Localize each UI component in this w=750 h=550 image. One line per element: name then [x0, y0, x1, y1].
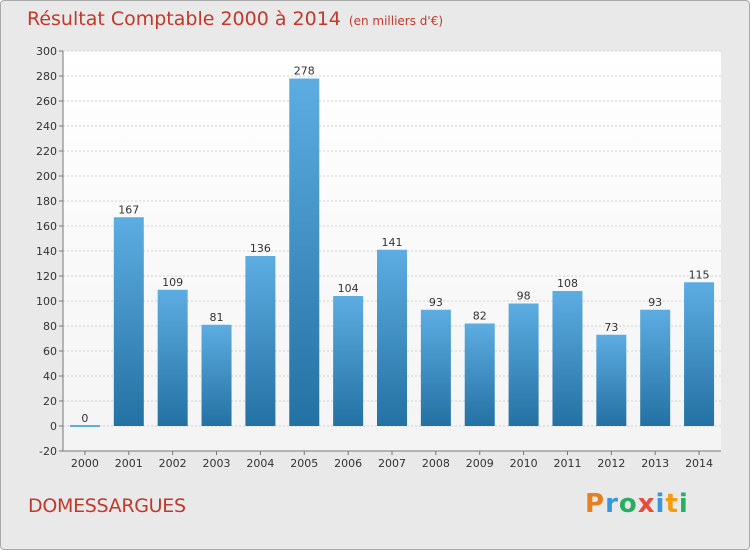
bar-value-label: 136	[250, 242, 271, 255]
chart-title: Résultat Comptable 2000 à 2014 (en millie…	[27, 8, 443, 30]
y-tick-label: 220	[36, 145, 57, 158]
y-tick-label: 160	[36, 220, 57, 233]
y-tick-label: 40	[43, 370, 57, 383]
bar	[552, 291, 583, 426]
chart-subtitle: (en milliers d'€)	[348, 14, 444, 28]
x-tick-label: 2010	[510, 457, 538, 470]
bar	[684, 282, 715, 426]
x-tick-label: 2001	[115, 457, 143, 470]
bar	[333, 296, 364, 426]
bar-value-label: 115	[689, 268, 710, 281]
y-tick-label: 260	[36, 95, 57, 108]
bar-value-label: 81	[210, 311, 224, 324]
y-tick-label: 240	[36, 120, 57, 133]
commune-name: DOMESSARGUES	[28, 495, 186, 517]
bar	[596, 334, 627, 426]
logo-letter: i	[678, 489, 689, 519]
x-tick-label: 2005	[290, 457, 318, 470]
bar	[289, 78, 320, 426]
logo-letter: x	[637, 489, 656, 519]
x-tick-label: 2012	[597, 457, 625, 470]
y-tick-label: 300	[36, 45, 57, 58]
bar-value-label: 109	[162, 276, 183, 289]
bar	[157, 289, 188, 426]
chart-title-text: Résultat Comptable 2000 à 2014	[27, 8, 341, 30]
proxiti-logo: Proxiti	[585, 489, 689, 519]
bar-value-label: 141	[382, 236, 403, 249]
bar-value-label: 82	[473, 310, 487, 323]
bar	[420, 309, 451, 426]
x-tick-label: 2011	[553, 457, 581, 470]
y-tick-label: 280	[36, 70, 57, 83]
x-tick-label: 2000	[71, 457, 99, 470]
x-tick-label: 2006	[334, 457, 362, 470]
y-tick-label: 140	[36, 245, 57, 258]
x-tick-label: 2004	[246, 457, 274, 470]
bar-value-label: 93	[429, 296, 443, 309]
bar-value-label: 93	[648, 296, 662, 309]
x-tick-label: 2014	[685, 457, 713, 470]
x-tick-label: 2003	[203, 457, 231, 470]
bar	[464, 323, 495, 426]
x-tick-label: 2007	[378, 457, 406, 470]
y-tick-label: 60	[43, 345, 57, 358]
logo-letter: i	[655, 489, 666, 519]
y-tick-label: 100	[36, 295, 57, 308]
bar	[201, 324, 232, 426]
logo-letter: t	[665, 489, 679, 519]
bar-value-label: 0	[81, 412, 88, 425]
y-tick-label: -20	[39, 445, 57, 458]
x-tick-label: 2002	[159, 457, 187, 470]
bar-value-label: 278	[294, 65, 315, 78]
logo-letter: o	[618, 489, 638, 519]
bar-value-label: 108	[557, 277, 578, 290]
x-tick-label: 2008	[422, 457, 450, 470]
bar-value-label: 98	[517, 290, 531, 303]
bar	[377, 249, 407, 426]
logo-letter: P	[585, 489, 606, 519]
y-tick-label: 200	[36, 170, 57, 183]
bar-value-label: 73	[604, 321, 618, 334]
y-tick-label: 80	[43, 320, 57, 333]
x-tick-label: 2013	[641, 457, 669, 470]
bar-value-label: 167	[118, 203, 139, 216]
y-tick-label: 180	[36, 195, 57, 208]
bar-value-label: 104	[338, 282, 359, 295]
bar	[640, 309, 671, 426]
bar	[245, 256, 276, 426]
x-tick-label: 2009	[466, 457, 494, 470]
y-tick-label: 0	[50, 420, 57, 433]
bar	[113, 217, 144, 426]
bar	[508, 303, 539, 426]
y-tick-label: 120	[36, 270, 57, 283]
y-tick-label: 20	[43, 395, 57, 408]
logo-letter: r	[605, 489, 619, 519]
